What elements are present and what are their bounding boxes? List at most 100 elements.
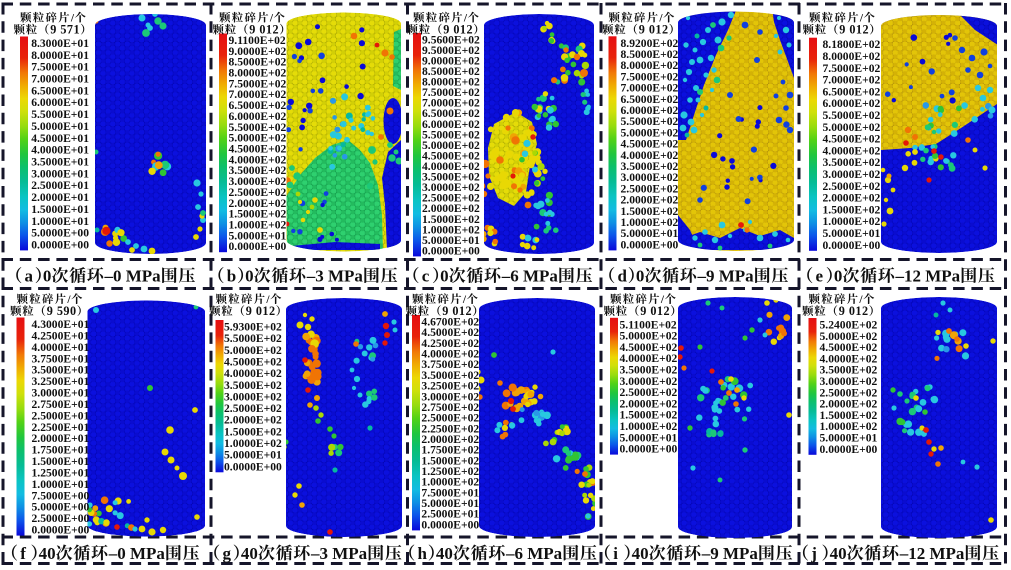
svg-text:4.5000E+02: 4.5000E+02 <box>820 341 878 354</box>
svg-text:5.5000E+01: 5.5000E+01 <box>31 108 89 121</box>
svg-text:1.0000E+01: 1.0000E+01 <box>31 215 89 228</box>
svg-text:1.0000E+02: 1.0000E+02 <box>820 420 878 433</box>
svg-text:7.5000E+01: 7.5000E+01 <box>31 61 89 74</box>
svg-text:2.5000E+02: 2.5000E+02 <box>224 402 282 415</box>
svg-text:/: / <box>70 13 75 25</box>
svg-text:5.1100E+02: 5.1100E+02 <box>620 318 677 331</box>
svg-text:3.2500E+02: 3.2500E+02 <box>421 380 479 393</box>
svg-text:7.0000E+02: 7.0000E+02 <box>229 88 287 101</box>
svg-text:–3 MPa: –3 MPa <box>310 544 368 563</box>
svg-text:4.2500E+01: 4.2500E+01 <box>32 329 90 342</box>
svg-text:9 012: 9 012 <box>443 23 473 37</box>
svg-text:9.0000E+02: 9.0000E+02 <box>422 55 480 68</box>
svg-text:3.5000E+02: 3.5000E+02 <box>229 164 287 177</box>
svg-text:4.5000E+02: 4.5000E+02 <box>823 133 881 146</box>
svg-text:2.0000E+02: 2.0000E+02 <box>229 197 287 210</box>
svg-text:0.0000E+00: 0.0000E+00 <box>224 460 282 473</box>
svg-text:1.7500E+01: 1.7500E+01 <box>32 444 90 457</box>
svg-text:3.0000E+02: 3.0000E+02 <box>229 175 287 188</box>
svg-text:2.0000E+02: 2.0000E+02 <box>422 202 480 215</box>
svg-text:a: a <box>25 267 34 286</box>
svg-text:6.5000E+02: 6.5000E+02 <box>823 85 881 98</box>
svg-text:8.0000E+02: 8.0000E+02 <box>823 50 881 63</box>
svg-text:4.6700E+02: 4.6700E+02 <box>421 316 479 329</box>
svg-text:2.0000E+01: 2.0000E+01 <box>31 191 89 204</box>
svg-text:2.5000E+01: 2.5000E+01 <box>31 179 89 192</box>
svg-text:9 571: 9 571 <box>50 23 80 37</box>
svg-text:4.3000E+01: 4.3000E+01 <box>32 318 90 331</box>
svg-text:7.5000E+02: 7.5000E+02 <box>422 86 480 99</box>
svg-text:8.0000E+02: 8.0000E+02 <box>229 67 287 80</box>
svg-text:8.5000E+02: 8.5000E+02 <box>621 48 679 61</box>
svg-text:9 012: 9 012 <box>640 304 670 318</box>
svg-text:2.5000E+02: 2.5000E+02 <box>229 186 287 199</box>
svg-text:5.5000E+02: 5.5000E+02 <box>229 121 287 134</box>
svg-text:5.0000E+02: 5.0000E+02 <box>823 121 881 134</box>
svg-text:40: 40 <box>241 544 258 563</box>
svg-text:8.5000E+02: 8.5000E+02 <box>422 65 480 78</box>
svg-text:6.0000E+02: 6.0000E+02 <box>422 118 480 131</box>
svg-text:4.5000E+02: 4.5000E+02 <box>422 150 480 163</box>
svg-text:1.0000E+02: 1.0000E+02 <box>823 215 881 228</box>
svg-text:7.5000E+02: 7.5000E+02 <box>229 77 287 90</box>
svg-text:3.5000E+01: 3.5000E+01 <box>32 364 90 377</box>
svg-text:9 012: 9 012 <box>839 304 869 318</box>
svg-text:2.0000E+02: 2.0000E+02 <box>620 397 678 410</box>
svg-text:9.0000E+02: 9.0000E+02 <box>229 45 287 58</box>
svg-text:–12 MPa: –12 MPa <box>899 544 965 563</box>
svg-text:1.5000E+01: 1.5000E+01 <box>32 455 90 468</box>
svg-text:1.5000E+02: 1.5000E+02 <box>820 409 878 422</box>
svg-text:6.5000E+02: 6.5000E+02 <box>422 107 480 120</box>
svg-text:b: b <box>227 267 236 286</box>
svg-text:2.0000E+02: 2.0000E+02 <box>823 192 881 205</box>
svg-text:0.0000E+00: 0.0000E+00 <box>823 239 881 252</box>
svg-text:5.0000E+01: 5.0000E+01 <box>224 449 282 462</box>
svg-text:9 012: 9 012 <box>246 304 276 318</box>
svg-text:3.0000E+02: 3.0000E+02 <box>620 375 678 388</box>
svg-text:7.0000E+01: 7.0000E+01 <box>31 73 89 86</box>
svg-text:g: g <box>223 544 232 563</box>
svg-text:1.0000E+01: 1.0000E+01 <box>32 478 90 491</box>
svg-text:0.0000E+00: 0.0000E+00 <box>621 238 679 251</box>
svg-text:0.0000E+00: 0.0000E+00 <box>32 524 90 537</box>
svg-text:3.0000E+02: 3.0000E+02 <box>823 168 881 181</box>
svg-text:0.0000E+00: 0.0000E+00 <box>31 238 89 251</box>
svg-text:4.0000E+02: 4.0000E+02 <box>620 352 678 365</box>
svg-text:3.0000E+02: 3.0000E+02 <box>421 390 479 403</box>
svg-text:e: e <box>816 267 824 286</box>
svg-text:5.5000E+02: 5.5000E+02 <box>621 115 679 128</box>
svg-text:1.0000E+02: 1.0000E+02 <box>621 216 679 229</box>
svg-text:5.0000E+01: 5.0000E+01 <box>820 432 878 445</box>
svg-text:2.5000E+02: 2.5000E+02 <box>823 180 881 193</box>
svg-text:7.0000E+02: 7.0000E+02 <box>422 97 480 110</box>
svg-text:5.0000E+02: 5.0000E+02 <box>224 344 282 357</box>
svg-text:/: / <box>269 13 274 25</box>
svg-text:5.5000E+02: 5.5000E+02 <box>224 332 282 345</box>
svg-text:i: i <box>613 544 618 563</box>
svg-text:3.5000E+02: 3.5000E+02 <box>820 364 878 377</box>
svg-text:2.0000E+01: 2.0000E+01 <box>32 432 90 445</box>
svg-text:4.5000E+02: 4.5000E+02 <box>621 138 679 151</box>
svg-text:1.5000E+02: 1.5000E+02 <box>421 454 479 467</box>
svg-text:2.5000E+01: 2.5000E+01 <box>32 409 90 422</box>
svg-text:7.5000E+01: 7.5000E+01 <box>421 486 479 499</box>
svg-text:5.0000E+02: 5.0000E+02 <box>621 126 679 139</box>
svg-text:/: / <box>660 294 665 306</box>
svg-text:6.0000E+02: 6.0000E+02 <box>823 97 881 110</box>
svg-text:1.5000E+02: 1.5000E+02 <box>224 425 282 438</box>
svg-text:–3 MPa: –3 MPa <box>306 267 364 286</box>
svg-text:5.0000E+02: 5.0000E+02 <box>820 330 878 343</box>
svg-text:4.0000E+01: 4.0000E+01 <box>31 144 89 157</box>
svg-text:2.5000E+02: 2.5000E+02 <box>820 386 878 399</box>
svg-text:5.9300E+02: 5.9300E+02 <box>224 321 282 334</box>
svg-text:9 012: 9 012 <box>639 23 669 37</box>
svg-text:5.0000E+01: 5.0000E+01 <box>620 431 678 444</box>
svg-text:4.0000E+02: 4.0000E+02 <box>823 144 881 157</box>
svg-text:/: / <box>265 294 270 306</box>
svg-text:40: 40 <box>436 544 453 563</box>
svg-text:–6 MPa: –6 MPa <box>501 267 559 286</box>
svg-text:0.0000E+00: 0.0000E+00 <box>820 443 878 456</box>
svg-text:3.0000E+01: 3.0000E+01 <box>31 167 89 180</box>
svg-text:1.0000E+02: 1.0000E+02 <box>422 223 480 236</box>
svg-text:1.0000E+02: 1.0000E+02 <box>229 218 287 231</box>
